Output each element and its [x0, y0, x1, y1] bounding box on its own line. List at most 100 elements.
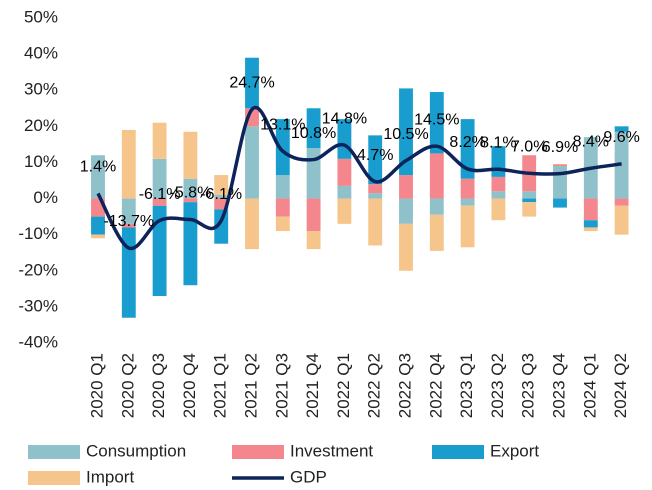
bar-segment [214, 198, 229, 210]
x-tick-label: 2023 Q2 [488, 353, 507, 418]
legend-swatch [432, 445, 484, 459]
x-tick-label: 2022 Q4 [426, 353, 445, 418]
bar-segment [121, 223, 136, 228]
bar-segment [183, 178, 198, 199]
bar-segment [429, 92, 444, 154]
data-label: 7.0% [511, 138, 547, 155]
bar-segment [306, 231, 321, 250]
data-label: 10.5% [383, 126, 428, 143]
bar-segment [553, 166, 567, 199]
bar-segment [583, 198, 598, 221]
bar-segment [275, 198, 290, 217]
bar-segment [121, 198, 136, 224]
data-label: 8.4% [573, 133, 609, 150]
x-tick-label: 2021 Q4 [303, 353, 322, 418]
y-tick-label: 10% [24, 152, 58, 171]
bar-segment [399, 223, 413, 271]
bar-segment [460, 178, 475, 199]
bar-segment [337, 158, 352, 186]
legend-swatch [28, 445, 80, 459]
y-tick-label: 30% [24, 80, 58, 99]
bar-segment [337, 198, 352, 224]
x-tick-label: 2020 Q1 [87, 353, 106, 418]
bar-segment [152, 198, 167, 206]
bar-segment [429, 153, 444, 199]
data-label: -6.1% [200, 186, 242, 203]
data-label: -13.7% [103, 213, 154, 230]
x-tick-label: 2022 Q1 [334, 353, 353, 418]
gdp-line [96, 105, 622, 251]
bar-segment [275, 175, 290, 199]
x-tick-label: 2024 Q1 [580, 353, 599, 418]
bar-segment [491, 198, 506, 221]
data-label: 13.1% [260, 116, 305, 133]
bar-segment [275, 216, 290, 232]
bar-segment [337, 185, 352, 199]
bar-segment [245, 57, 259, 109]
y-tick-label: -30% [18, 296, 58, 315]
x-tick-label: 2023 Q1 [457, 353, 476, 418]
data-label: 4.7% [357, 147, 393, 164]
bar-segment [553, 164, 567, 167]
bar-segment [91, 155, 105, 199]
bar-segment [183, 131, 198, 179]
data-label: 24.7% [229, 75, 274, 92]
x-tick-label: 2023 Q4 [549, 353, 568, 418]
bar-segment [429, 214, 444, 251]
bar-segment [368, 135, 383, 185]
bar-segment [245, 198, 259, 250]
bar-segment [399, 198, 413, 224]
bar-segment [152, 158, 167, 199]
data-label: -5.8% [170, 185, 212, 202]
x-tick-label: 2020 Q3 [149, 353, 168, 418]
bar-segment [429, 198, 444, 215]
bar-segment [583, 220, 598, 228]
legend-label: Export [490, 441, 539, 460]
y-tick-label: 50% [24, 7, 58, 26]
bar-segment [614, 205, 629, 235]
data-label: 6.9% [542, 139, 578, 156]
y-tick-label: 40% [24, 44, 58, 63]
data-label: 1.4% [80, 159, 116, 176]
bar-segment [491, 191, 506, 199]
legend-label: Consumption [86, 441, 186, 460]
x-tick-label: 2021 Q3 [272, 353, 291, 418]
data-label: 9.6% [603, 129, 639, 146]
x-tick-label: 2022 Q2 [365, 353, 384, 418]
x-tick-label: 2020 Q2 [118, 353, 137, 418]
bar-segment [306, 108, 321, 148]
x-tick-label: 2021 Q1 [211, 353, 230, 418]
y-tick-label: -20% [18, 260, 58, 279]
x-tick-label: 2021 Q2 [241, 353, 260, 418]
bar-segment [522, 202, 537, 217]
y-tick-label: 20% [24, 116, 58, 135]
x-tick-label: 2024 Q2 [611, 353, 630, 418]
bar-segment [214, 209, 229, 244]
x-tick-label: 2022 Q3 [395, 353, 414, 418]
legend-swatch [232, 445, 284, 459]
bar-segment [522, 198, 537, 203]
data-label: -6.1% [139, 186, 181, 203]
bar-segment [152, 205, 167, 297]
bar-segment [275, 119, 290, 176]
legend-label: Investment [290, 441, 373, 460]
bar-segment [614, 126, 629, 132]
bar-segment [183, 202, 198, 286]
bar-segment [183, 198, 198, 203]
bar-segment [214, 175, 229, 195]
bar-segment [245, 126, 259, 199]
bar-segment [460, 205, 475, 248]
data-label: 14.5% [414, 111, 459, 128]
y-tick-label: 0% [33, 188, 58, 207]
bar-segment [306, 148, 321, 199]
bar-segment [368, 198, 383, 246]
bar-segment [306, 198, 321, 232]
bar-segment [553, 198, 567, 208]
x-tick-label: 2023 Q3 [519, 353, 538, 418]
legend-swatch [28, 471, 80, 485]
bar-segment [91, 216, 105, 235]
bar-segment [583, 227, 598, 232]
bar-segment [399, 175, 413, 199]
bar-segment [368, 193, 383, 199]
